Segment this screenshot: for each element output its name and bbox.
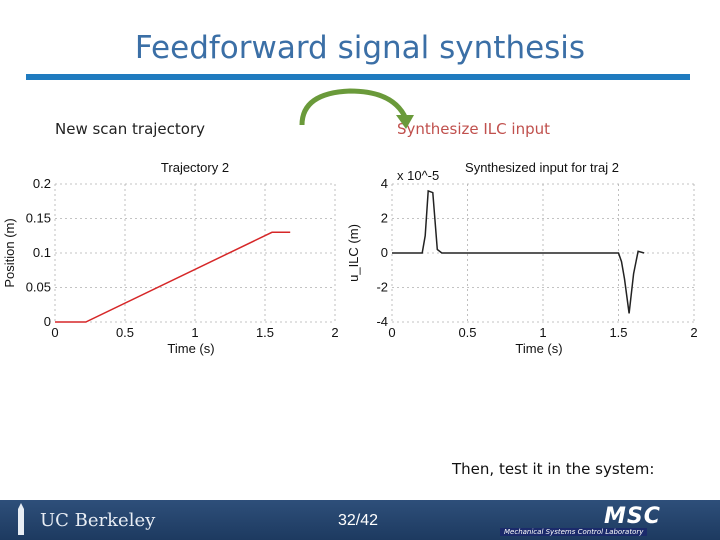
trajectory-chart: 0 0.5 1 1.5 2 0 0.05 0.1 0.15 0.2 Trajectory 2 Time… (2, 160, 339, 356)
msc-logo: MSC (604, 504, 661, 529)
y-tick-label: 0.2 (33, 176, 51, 191)
y-tick-label: 0 (44, 314, 51, 329)
x-tick-label: 1 (539, 325, 546, 340)
chart-title: Trajectory 2 (161, 160, 229, 175)
y-tick-label: 0.1 (33, 245, 51, 260)
label-new-trajectory: New scan trajectory (55, 120, 205, 138)
y-tick-label: 0.05 (26, 280, 51, 295)
x-tick-label: 0 (51, 325, 58, 340)
x-tick-label: 1.5 (609, 325, 627, 340)
curved-arrow-icon (299, 88, 414, 129)
x-tick-label: 2 (690, 325, 697, 340)
x-tick-label: 2 (331, 325, 338, 340)
slide-title: Feedforward signal synthesis (134, 30, 586, 66)
lab-name: Mechanical Systems Control Laboratory (500, 528, 648, 536)
y-tick-label: 4 (381, 176, 388, 191)
y-tick-label: 0 (381, 245, 388, 260)
y-tick-label: -2 (376, 280, 388, 295)
chart-title: Synthesized input for traj 2 (465, 160, 619, 175)
y-tick-label: 0.15 (26, 211, 51, 226)
x-tick-label: 0.5 (116, 325, 134, 340)
label-synthesize-input: Synthesize ILC input (397, 120, 550, 138)
y-tick-label: 2 (381, 211, 388, 226)
y-axis-label: Position (m) (2, 218, 17, 287)
series-line (55, 231, 291, 323)
x-axis-label: Time (s) (167, 341, 214, 356)
x-tick-label: 0.5 (458, 325, 476, 340)
x-tick-label: 0 (388, 325, 395, 340)
uc-berkeley-logo: UC Berkeley (40, 510, 156, 531)
y-multiplier: x 10^-5 (397, 168, 439, 183)
x-tick-label: 1 (191, 325, 198, 340)
page-number: 32/42 (338, 512, 379, 529)
ilc-input-chart: 0 0.5 1 1.5 2 4 2 0 -2 -4 Synthesized input for tr… (346, 160, 698, 356)
campanile-icon (18, 503, 24, 535)
title-rule (26, 74, 690, 80)
y-axis-label: u_ILC (m) (346, 224, 361, 282)
footer-note: Then, test it in the system: (452, 460, 655, 478)
series-line (392, 189, 645, 314)
x-tick-label: 1.5 (256, 325, 274, 340)
x-axis-label: Time (s) (515, 341, 562, 356)
y-tick-label: -4 (376, 314, 388, 329)
